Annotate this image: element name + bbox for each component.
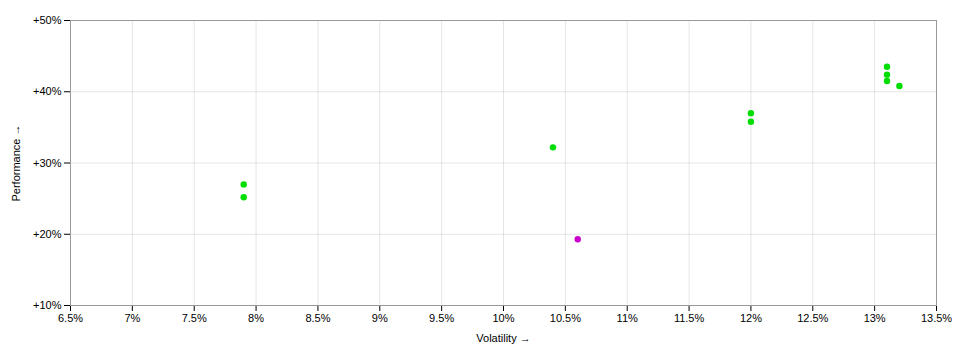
svg-text:Volatility →: Volatility →: [476, 332, 530, 344]
svg-text:+20%: +20%: [33, 228, 62, 240]
svg-text:+50%: +50%: [33, 14, 62, 26]
svg-text:13%: 13%: [864, 312, 886, 324]
svg-text:8.5%: 8.5%: [305, 312, 330, 324]
svg-text:13.5%: 13.5%: [921, 312, 952, 324]
svg-text:12%: 12%: [740, 312, 762, 324]
svg-text:10.5%: 10.5%: [550, 312, 581, 324]
svg-text:7%: 7%: [124, 312, 140, 324]
svg-text:+40%: +40%: [33, 85, 62, 97]
svg-text:12.5%: 12.5%: [797, 312, 828, 324]
svg-text:Performance →: Performance →: [10, 124, 22, 201]
svg-text:7.5%: 7.5%: [182, 312, 207, 324]
svg-text:6.5%: 6.5%: [58, 312, 83, 324]
svg-text:9%: 9%: [372, 312, 388, 324]
svg-text:11.5%: 11.5%: [674, 312, 705, 324]
svg-text:9.5%: 9.5%: [429, 312, 454, 324]
svg-text:+10%: +10%: [33, 299, 62, 311]
svg-text:10%: 10%: [492, 312, 514, 324]
svg-text:+30%: +30%: [33, 157, 62, 169]
svg-text:11%: 11%: [617, 312, 638, 324]
svg-text:8%: 8%: [248, 312, 264, 324]
